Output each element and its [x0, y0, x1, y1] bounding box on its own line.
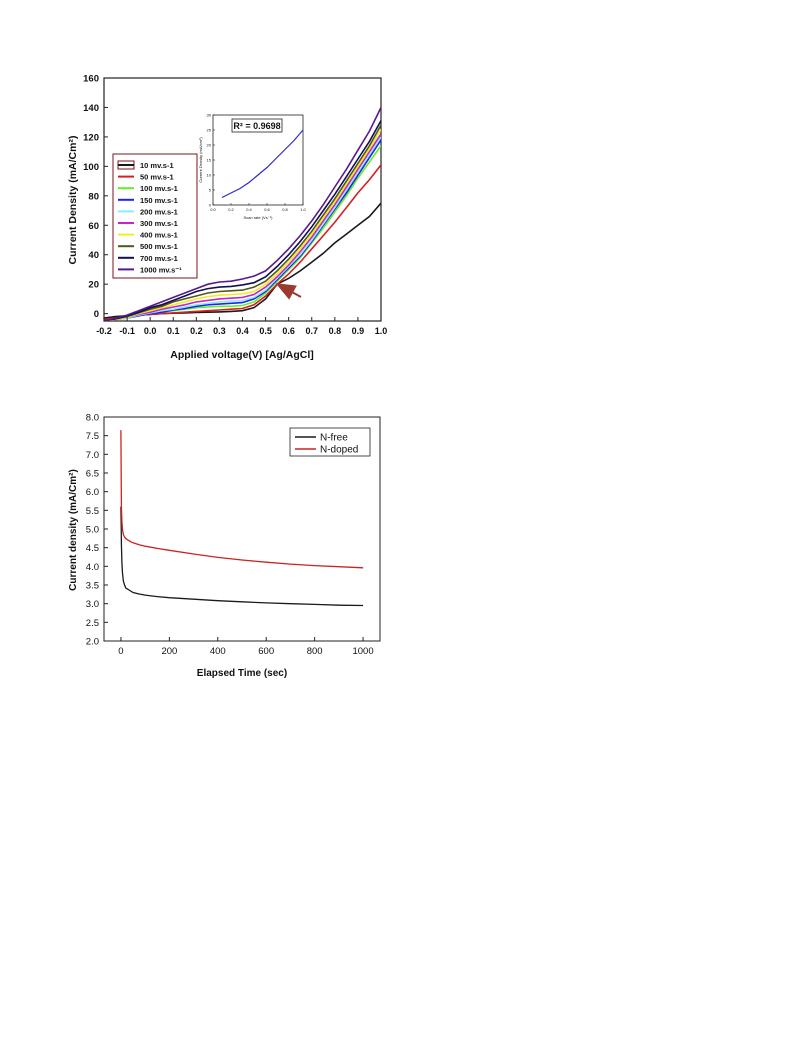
inset-x-tick-label: 0.2 [228, 207, 234, 212]
chart1-legend: 10 mv.s-1 50 mv.s-1 100 mv.s-1 150 mv.s-1 20… [112, 153, 198, 279]
chart2-x-tick-label: 0 [118, 646, 123, 657]
chart2-x-tick-label: 800 [307, 646, 323, 657]
chart1-series-group [104, 107, 381, 321]
inset-x-tick-label: 0.0 [210, 207, 216, 212]
inset-y-tick-label: 20 [207, 143, 212, 148]
inset-y-tick-label: 0 [209, 203, 212, 208]
chart2-legend-label: N-free [320, 433, 348, 444]
inset-line [221, 129, 303, 199]
chart2-legend-box [289, 427, 371, 457]
chart2-y-tick-label: 6.5 [86, 469, 99, 480]
chart1-y-tick-label: 0 [94, 309, 99, 320]
chart1-series-line [104, 124, 381, 321]
chart1-x-tick-label: 0.7 [305, 326, 318, 336]
inset-x-tick-label: 1.0 [300, 207, 306, 212]
chart1-legend-label: 300 mv.s-1 [140, 219, 178, 228]
chart1-series-line [104, 120, 381, 321]
inset-y-tick-label: 10 [207, 173, 212, 178]
chart1-y-tick-label: 120 [83, 132, 99, 143]
chart2-y-ticks: 2.0 2.5 3.0 3.5 4.0 4.5 5.0 5.5 6.0 6.5 7.0 7.5 8.0 [86, 413, 108, 648]
inset-y-tick-label: 25 [207, 128, 212, 133]
chart2-x-ticks: 0 200 400 600 800 1000 [118, 637, 374, 657]
inset-chart: 0.0 0.2 0.4 0.6 0.8 1.0 0 5 10 15 20 25 30 R² = 0.9… [198, 113, 307, 221]
chart1-x-tick-label: 0.0 [144, 326, 157, 336]
chart2-series-line [120, 506, 364, 607]
inset-y-tick-label: 15 [207, 158, 212, 163]
chart2-y-tick-label: 7.5 [86, 431, 99, 442]
chart2-y-tick-label: 5.5 [86, 506, 99, 517]
chart1-y-tick-label: 140 [83, 103, 99, 114]
inset-y-tick-label: 5 [209, 188, 212, 193]
annotation-arrow [275, 283, 302, 300]
chart1-x-axis-label: Applied voltage(V) [Ag/AgCl] [170, 349, 314, 361]
chart1-y-tick-label: 80 [88, 191, 99, 202]
chart2-y-tick-label: 8.0 [86, 413, 99, 424]
inset-x-tick-label: 0.8 [282, 207, 288, 212]
chart2-x-axis-label: Elapsed Time (sec) [197, 668, 287, 679]
chart2-x-tick-label: 600 [258, 646, 274, 657]
chart1-x-tick-label: 0.3 [213, 326, 226, 336]
chart1-x-tick-label: -0.2 [96, 326, 112, 336]
chart2-y-tick-label: 7.0 [86, 450, 99, 461]
inset-x-tick-label: 0.4 [246, 207, 252, 212]
inset-y-tick-label: 30 [207, 113, 212, 118]
chart2-y-tick-label: 2.5 [86, 618, 99, 629]
chart1-y-ticks: 0 20 40 60 80 100 120 140 160 [83, 74, 108, 320]
chart1-legend-label: 700 mv.s-1 [140, 254, 178, 263]
r-squared-box [231, 118, 283, 133]
inset-y-axis-label: Current Density (mA/cm²) [198, 137, 203, 183]
chart1-y-axis-label: Current Density (mA/Cm²) [67, 136, 79, 265]
chart1-y-tick-label: 160 [83, 74, 99, 85]
chart1-legend-label: 500 mv.s-1 [140, 242, 178, 251]
chart1-x-tick-label: 0.8 [329, 326, 342, 336]
chart1-y-tick-label: 100 [83, 162, 99, 173]
chart1-legend-label: 1000 mv.s⁻¹ [140, 265, 182, 274]
chart2-y-tick-label: 4.5 [86, 543, 99, 554]
chart1-x-tick-label: 0.1 [167, 326, 180, 336]
chart2-y-tick-label: 5.0 [86, 525, 99, 536]
chart1-x-tick-label: -0.1 [119, 326, 135, 336]
chart2-legend-label: N-doped [320, 445, 358, 456]
chart2-x-tick-label: 200 [161, 646, 177, 657]
chart1-x-tick-label: 0.6 [282, 326, 295, 336]
chart1-x-tick-label: 0.4 [236, 326, 249, 336]
chart1-y-tick-label: 20 [88, 280, 99, 291]
chart2-series-group [120, 430, 364, 607]
chart2-y-tick-label: 6.0 [86, 487, 99, 498]
r-squared-label: R² = 0.9698 [233, 121, 280, 131]
chart1-y-tick-label: 60 [88, 221, 99, 232]
chart1-legend-label: 50 mv.s-1 [140, 173, 174, 182]
chart1-legend-label: 200 mv.s-1 [140, 207, 178, 216]
chart1-series-line [104, 107, 381, 321]
inset-x-tick-label: 0.6 [264, 207, 270, 212]
chart1-series-line [104, 129, 381, 321]
chart1-x-tick-label: 1.0 [375, 326, 388, 336]
chart2-y-tick-label: 4.0 [86, 562, 99, 573]
chart1-y-tick-label: 40 [88, 250, 99, 261]
chart1-legend-label: 150 mv.s-1 [140, 196, 178, 205]
chart2-x-tick-label: 1000 [352, 646, 373, 657]
voltammetry-chart: -0.2 -0.1 0.0 0.1 0.2 0.3 0.4 0.5 0.6 0.7 0.8 0.9 1.… [67, 74, 387, 362]
chart1-x-tick-label: 0.9 [352, 326, 365, 336]
inset-x-axis-label: Scan rate (Vs⁻¹) [243, 215, 273, 220]
chart2-y-axis-label: Current density (mA/Cm²) [68, 469, 79, 591]
chart1-legend-label: 10 mv.s-1 [140, 161, 174, 170]
chart1-x-ticks: -0.2 -0.1 0.0 0.1 0.2 0.3 0.4 0.5 0.6 0.7 0.8 0.9 1.… [96, 317, 387, 336]
chart1-x-tick-label: 0.5 [259, 326, 272, 336]
chart2-y-tick-label: 3.0 [86, 599, 99, 610]
chronoamperometry-chart: 0 200 400 600 800 1000 2.0 2.5 3.0 3.5 4.0 4.5 5.0 5… [68, 413, 381, 679]
chart1-legend-label: 400 mv.s-1 [140, 231, 178, 240]
chart2-series-line [120, 430, 364, 569]
chart1-series-line [104, 133, 381, 321]
chart1-legend-label: 100 mv.s-1 [140, 184, 178, 193]
chart1-x-tick-label: 0.2 [190, 326, 203, 336]
chart2-x-tick-label: 400 [210, 646, 226, 657]
chart2-y-tick-label: 2.0 [86, 637, 99, 648]
chart2-y-tick-label: 3.5 [86, 581, 99, 592]
